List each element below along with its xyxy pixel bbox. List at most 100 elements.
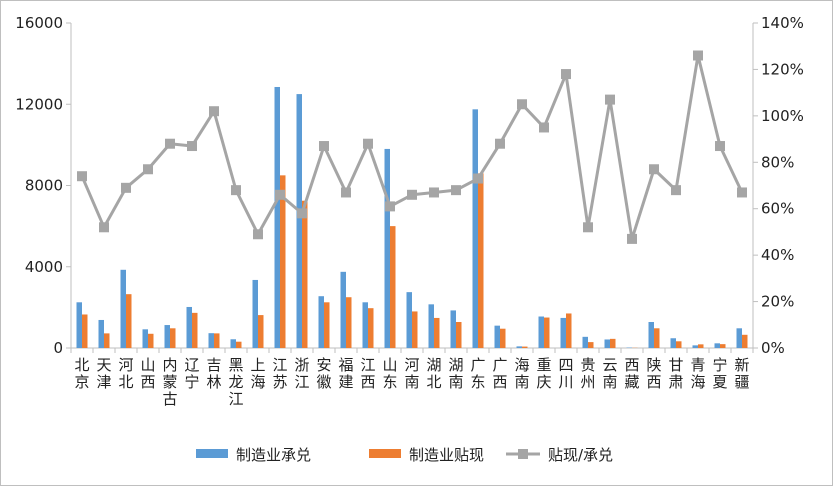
- point-贴现/承兑-山西: [143, 164, 153, 174]
- point-贴现/承兑-新疆: [737, 187, 747, 197]
- bar-制造业承兑-天津: [99, 320, 105, 348]
- y-right-tick-label: 20%: [761, 293, 794, 311]
- x-tick-label: 海南: [514, 356, 529, 391]
- x-tick-label: 江西: [360, 356, 375, 391]
- point-贴现/承兑-辽宁: [187, 141, 197, 151]
- bar-制造业贴现-新疆: [742, 335, 748, 348]
- bar-制造业贴现-宁夏: [720, 344, 726, 348]
- x-tick-label: 广西: [492, 356, 507, 391]
- bar-制造业贴现-陕西: [654, 328, 660, 348]
- bar-制造业承兑-黑龙江: [231, 339, 237, 348]
- y-left-tick-label: 8000: [25, 177, 63, 195]
- y-left-tick-label: 4000: [25, 258, 63, 276]
- y-left-tick-label: 16000: [15, 14, 63, 32]
- x-tick-label: 宁夏: [712, 356, 727, 391]
- point-贴现/承兑-黑龙江: [231, 185, 241, 195]
- bar-制造业贴现-山东: [390, 226, 396, 348]
- bar-制造业贴现-山西: [148, 334, 154, 348]
- legend-swatch-marker-贴现/承兑: [518, 449, 528, 459]
- bar-制造业贴现-河南: [412, 311, 418, 348]
- y-left-tick-label: 0: [53, 339, 63, 357]
- x-tick-label: 北京: [74, 356, 89, 391]
- point-贴现/承兑-广东: [473, 174, 483, 184]
- y-right-tick-label: 60%: [761, 200, 794, 218]
- bar-制造业承兑-江西: [363, 302, 369, 348]
- bar-制造业承兑-吉林: [209, 333, 215, 348]
- x-tick-label: 河南: [404, 356, 419, 391]
- point-贴现/承兑-云南: [605, 95, 615, 105]
- bar-制造业承兑-青海: [693, 345, 699, 348]
- point-贴现/承兑-宁夏: [715, 141, 725, 151]
- point-贴现/承兑-陕西: [649, 164, 659, 174]
- bar-制造业贴现-云南: [610, 339, 616, 348]
- bar-制造业贴现-湖南: [456, 322, 462, 348]
- y-right-tick-label: 120%: [761, 60, 804, 78]
- point-贴现/承兑-西藏: [627, 234, 637, 244]
- bar-制造业贴现-海南: [522, 347, 528, 348]
- point-贴现/承兑-河南: [407, 190, 417, 200]
- x-tick-label: 重庆: [536, 356, 551, 391]
- point-贴现/承兑-湖南: [451, 185, 461, 195]
- point-贴现/承兑-重庆: [539, 122, 549, 132]
- bar-制造业贴现-吉林: [214, 333, 220, 348]
- y-right-tick-label: 140%: [761, 14, 804, 32]
- legend-swatch-制造业贴现: [369, 449, 401, 458]
- bar-制造业承兑-云南: [605, 339, 611, 348]
- bar-制造业贴现-安徽: [324, 302, 330, 348]
- point-贴现/承兑-山东: [385, 201, 395, 211]
- legend-label-制造业贴现: 制造业贴现: [409, 446, 484, 464]
- x-tick-label: 内蒙古: [162, 356, 177, 408]
- bar-制造业贴现-四川: [566, 313, 572, 348]
- bar-制造业承兑-山西: [143, 329, 149, 348]
- bar-制造业承兑-海南: [517, 346, 523, 348]
- legend: 制造业承兑 制造业贴现 贴现/承兑: [196, 446, 613, 464]
- x-tick-label: 云南: [602, 356, 617, 391]
- y-right-tick-label: 100%: [761, 107, 804, 125]
- bar-制造业承兑-北京: [77, 302, 83, 348]
- bar-制造业承兑-安徽: [319, 296, 325, 348]
- bar-制造业贴现-湖北: [434, 318, 440, 348]
- bar-制造业贴现-江苏: [280, 175, 286, 348]
- x-tick-label: 上海: [250, 356, 265, 391]
- bar-制造业承兑-辽宁: [187, 307, 193, 348]
- bar-制造业贴现-江西: [368, 308, 374, 348]
- x-tick-label: 黑龙江: [228, 356, 243, 408]
- bar-制造业承兑-甘肃: [671, 338, 677, 348]
- y-right-tick-label: 80%: [761, 153, 794, 171]
- bar-制造业贴现-北京: [82, 314, 88, 348]
- x-tick-label: 福建: [338, 356, 353, 391]
- point-贴现/承兑-上海: [253, 229, 263, 239]
- point-贴现/承兑-内蒙古: [165, 139, 175, 149]
- bar-制造业贴现-青海: [698, 344, 704, 348]
- x-tick-label: 安徽: [316, 356, 331, 391]
- x-tick-label: 贵州: [580, 356, 595, 391]
- bar-制造业贴现-辽宁: [192, 313, 198, 348]
- point-贴现/承兑-河北: [121, 183, 131, 193]
- x-tick-label: 新疆: [734, 356, 749, 391]
- x-tick-label: 天津: [96, 356, 111, 391]
- x-tick-label: 甘肃: [668, 356, 683, 391]
- bar-制造业贴现-浙江: [302, 201, 308, 348]
- legend-label-制造业承兑: 制造业承兑: [236, 446, 311, 464]
- bar-制造业承兑-内蒙古: [165, 325, 171, 348]
- point-贴现/承兑-江苏: [275, 190, 285, 200]
- bar-制造业贴现-内蒙古: [170, 328, 176, 348]
- bar-制造业贴现-广西: [500, 329, 506, 348]
- bar-制造业贴现-天津: [104, 333, 110, 348]
- bar-制造业承兑-广东: [473, 109, 479, 348]
- x-tick-label: 山西: [140, 356, 155, 391]
- point-贴现/承兑-湖北: [429, 187, 439, 197]
- x-tick-label: 浙江: [294, 356, 309, 391]
- legend-label-贴现/承兑: 贴现/承兑: [548, 446, 613, 464]
- bar-制造业贴现-河北: [126, 294, 132, 348]
- bar-制造业承兑-湖南: [451, 310, 457, 348]
- bar-制造业承兑-河北: [121, 270, 127, 348]
- x-tick-label: 山东: [382, 356, 397, 391]
- bar-制造业承兑-上海: [253, 280, 259, 348]
- x-tick-label: 湖北: [426, 356, 441, 391]
- point-贴现/承兑-贵州: [583, 222, 593, 232]
- bar-制造业贴现-重庆: [544, 318, 550, 348]
- x-tick-label: 吉林: [206, 356, 221, 391]
